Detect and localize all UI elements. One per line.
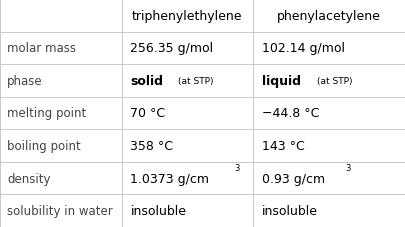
- Text: molar mass: molar mass: [7, 42, 76, 55]
- Text: phase: phase: [7, 75, 43, 88]
- Text: (at STP): (at STP): [317, 76, 353, 86]
- Text: liquid: liquid: [262, 75, 301, 88]
- Text: melting point: melting point: [7, 107, 87, 120]
- Text: 0.93 g/cm: 0.93 g/cm: [262, 172, 325, 185]
- Text: 358 °C: 358 °C: [130, 139, 173, 152]
- Text: 256.35 g/mol: 256.35 g/mol: [130, 42, 213, 55]
- Text: insoluble: insoluble: [130, 204, 186, 217]
- Text: −44.8 °C: −44.8 °C: [262, 107, 320, 120]
- Text: boiling point: boiling point: [7, 139, 81, 152]
- Text: density: density: [7, 172, 51, 185]
- Text: 70 °C: 70 °C: [130, 107, 166, 120]
- Text: (at STP): (at STP): [178, 76, 213, 86]
- Text: 102.14 g/mol: 102.14 g/mol: [262, 42, 345, 55]
- Text: 3: 3: [345, 163, 351, 172]
- Text: 143 °C: 143 °C: [262, 139, 305, 152]
- Text: solid: solid: [130, 75, 163, 88]
- Text: 1.0373 g/cm: 1.0373 g/cm: [130, 172, 209, 185]
- Text: phenylacetylene: phenylacetylene: [277, 10, 381, 23]
- Text: insoluble: insoluble: [262, 204, 318, 217]
- Text: solubility in water: solubility in water: [7, 204, 113, 217]
- Text: triphenylethylene: triphenylethylene: [132, 10, 243, 23]
- Text: 3: 3: [234, 163, 240, 172]
